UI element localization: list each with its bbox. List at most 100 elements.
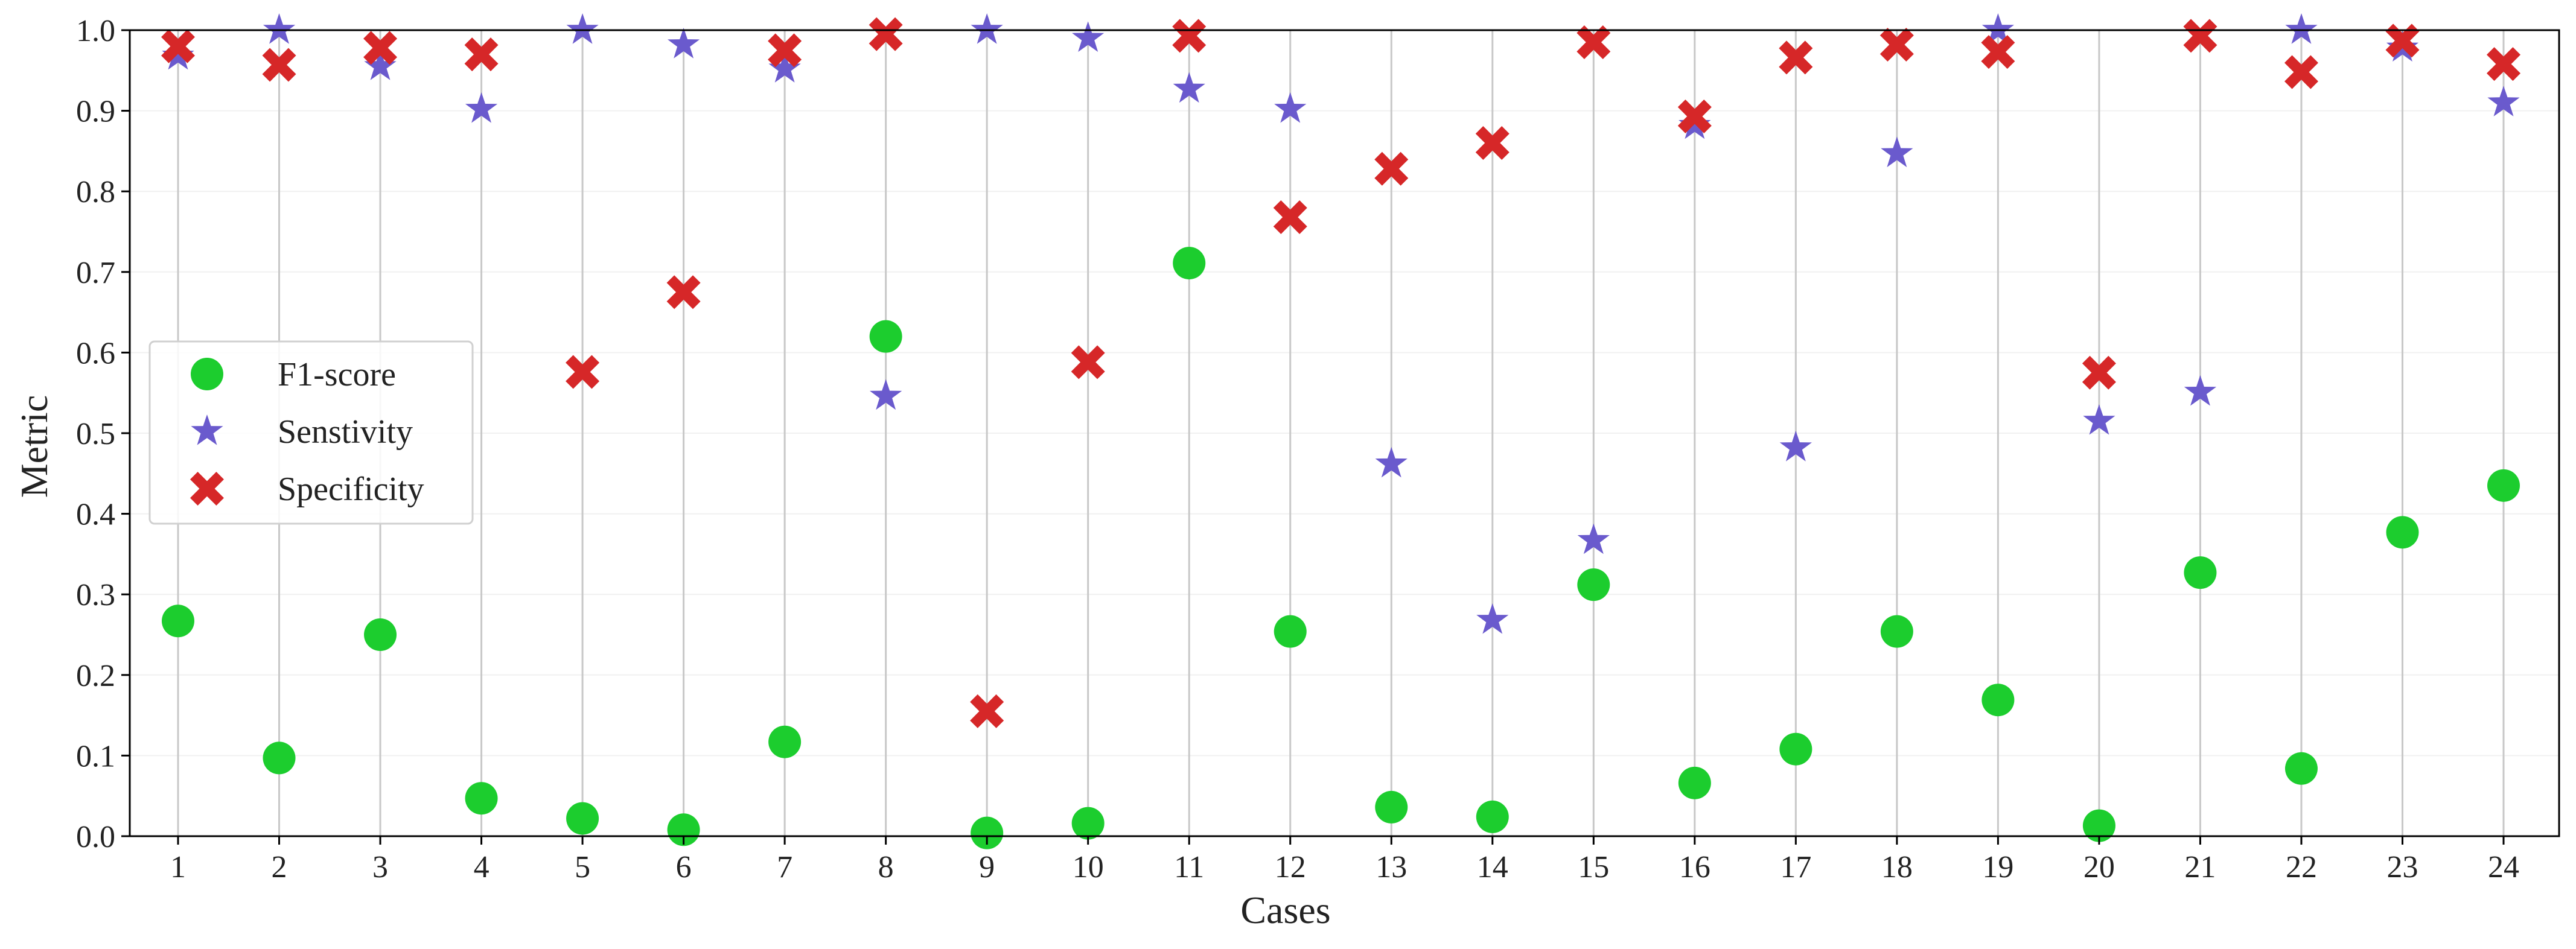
x-tick-label: 13 bbox=[1376, 850, 1407, 884]
y-tick-label: 0.8 bbox=[76, 175, 115, 209]
point-x bbox=[1981, 35, 2015, 69]
point-x bbox=[869, 17, 903, 51]
x-tick-label: 21 bbox=[2184, 850, 2216, 884]
y-tick-label: 0.2 bbox=[76, 659, 115, 693]
point-circle bbox=[2082, 809, 2115, 842]
y-tick-label: 0.4 bbox=[76, 498, 115, 532]
point-x bbox=[566, 355, 600, 389]
point-circle bbox=[869, 320, 902, 353]
point-star bbox=[971, 13, 1003, 44]
point-star bbox=[2285, 13, 2318, 44]
point-circle bbox=[263, 741, 296, 775]
x-tick-label: 6 bbox=[676, 850, 692, 884]
x-tick-label: 3 bbox=[372, 850, 388, 884]
y-axis-ticks: 0.0 0.1 0.2 0.3 0.4 0.5 0.6 0.7 0.8 0.9 1.0 bbox=[76, 14, 130, 854]
point-x bbox=[2082, 355, 2116, 390]
legend-label: Specificity bbox=[278, 471, 424, 508]
point-x bbox=[1879, 28, 1914, 62]
point-circle bbox=[1678, 766, 1711, 799]
y-tick-label: 0.6 bbox=[76, 336, 115, 370]
point-circle bbox=[2487, 469, 2520, 502]
series-circle bbox=[162, 247, 2520, 849]
point-circle bbox=[566, 802, 599, 835]
point-circle bbox=[1375, 790, 1408, 824]
x-tick-label: 24 bbox=[2488, 850, 2519, 884]
point-x bbox=[1172, 19, 1207, 53]
x-tick-label: 15 bbox=[1578, 850, 1609, 884]
point-x bbox=[2183, 19, 2217, 53]
legend-marker-x bbox=[190, 472, 224, 506]
x-tick-label: 4 bbox=[474, 850, 489, 884]
x-tick-label: 20 bbox=[2083, 850, 2115, 884]
x-axis-title: Cases bbox=[1240, 889, 1330, 932]
x-tick-label: 1 bbox=[170, 850, 186, 884]
y-tick-label: 0.5 bbox=[76, 417, 115, 451]
point-star bbox=[2184, 375, 2217, 406]
point-x bbox=[161, 29, 195, 63]
x-tick-label: 23 bbox=[2386, 850, 2418, 884]
x-tick-label: 12 bbox=[1275, 850, 1306, 884]
point-x bbox=[1779, 40, 1813, 75]
legend-box bbox=[148, 340, 474, 525]
x-tick-label: 14 bbox=[1477, 850, 1508, 884]
point-circle bbox=[1173, 247, 1206, 280]
y-tick-label: 0.9 bbox=[76, 95, 115, 129]
point-star bbox=[668, 28, 700, 59]
point-star bbox=[870, 379, 902, 410]
point-star bbox=[2487, 86, 2520, 116]
point-circle bbox=[2386, 516, 2419, 549]
x-tick-label: 5 bbox=[575, 850, 590, 884]
point-circle bbox=[465, 782, 498, 815]
x-axis-ticks: 1 2 3 4 5 6 7 8 9 10 11 12 13 14 15 16 17 18 19 20 21 22 23 24 bbox=[170, 836, 2519, 884]
point-circle bbox=[1476, 800, 1509, 833]
legend-label: F1-score bbox=[278, 356, 396, 393]
x-tick-label: 10 bbox=[1073, 850, 1104, 884]
y-tick-label: 0.1 bbox=[76, 739, 115, 773]
point-x bbox=[1071, 345, 1105, 379]
grid-lines bbox=[130, 30, 2559, 836]
point-star bbox=[2083, 404, 2115, 435]
series-star bbox=[162, 13, 2520, 634]
x-tick-label: 18 bbox=[1881, 850, 1913, 884]
x-tick-label: 9 bbox=[979, 850, 995, 884]
data-points bbox=[161, 13, 2520, 849]
point-circle bbox=[667, 813, 700, 846]
point-x bbox=[768, 33, 802, 68]
x-tick-label: 19 bbox=[1982, 850, 2013, 884]
point-x bbox=[1273, 200, 1307, 234]
point-star bbox=[566, 13, 599, 44]
point-star bbox=[1779, 431, 1812, 462]
point-star bbox=[1375, 446, 1408, 478]
point-star bbox=[1072, 21, 1105, 52]
x-tick-label: 8 bbox=[878, 850, 894, 884]
series-x bbox=[161, 17, 2520, 728]
point-x bbox=[970, 694, 1004, 728]
point-circle bbox=[2184, 556, 2217, 589]
point-circle bbox=[1274, 615, 1307, 648]
point-circle bbox=[1880, 615, 1913, 648]
point-x bbox=[1475, 126, 1510, 160]
point-circle bbox=[1981, 684, 2015, 717]
x-tick-label: 2 bbox=[272, 850, 287, 884]
point-circle bbox=[1779, 732, 1812, 766]
point-x bbox=[2385, 24, 2420, 58]
x-tick-label: 16 bbox=[1679, 850, 1710, 884]
x-tick-label: 11 bbox=[1174, 850, 1204, 884]
point-circle bbox=[364, 618, 397, 651]
y-tick-label: 1.0 bbox=[76, 14, 115, 48]
y-tick-label: 0.7 bbox=[76, 256, 115, 290]
point-x bbox=[464, 37, 499, 72]
legend-marker-star bbox=[191, 414, 223, 445]
point-x bbox=[262, 48, 296, 82]
point-star bbox=[162, 39, 194, 70]
point-star bbox=[768, 52, 801, 83]
x-tick-label: 22 bbox=[2286, 850, 2317, 884]
point-x bbox=[363, 31, 398, 65]
x-tick-label: 7 bbox=[777, 850, 792, 884]
point-circle bbox=[971, 816, 1004, 849]
y-axis-title: Metric bbox=[13, 395, 56, 498]
point-star bbox=[364, 49, 397, 80]
point-x bbox=[666, 275, 701, 309]
legend-marker-circle bbox=[191, 358, 223, 390]
point-x bbox=[1577, 25, 1611, 60]
